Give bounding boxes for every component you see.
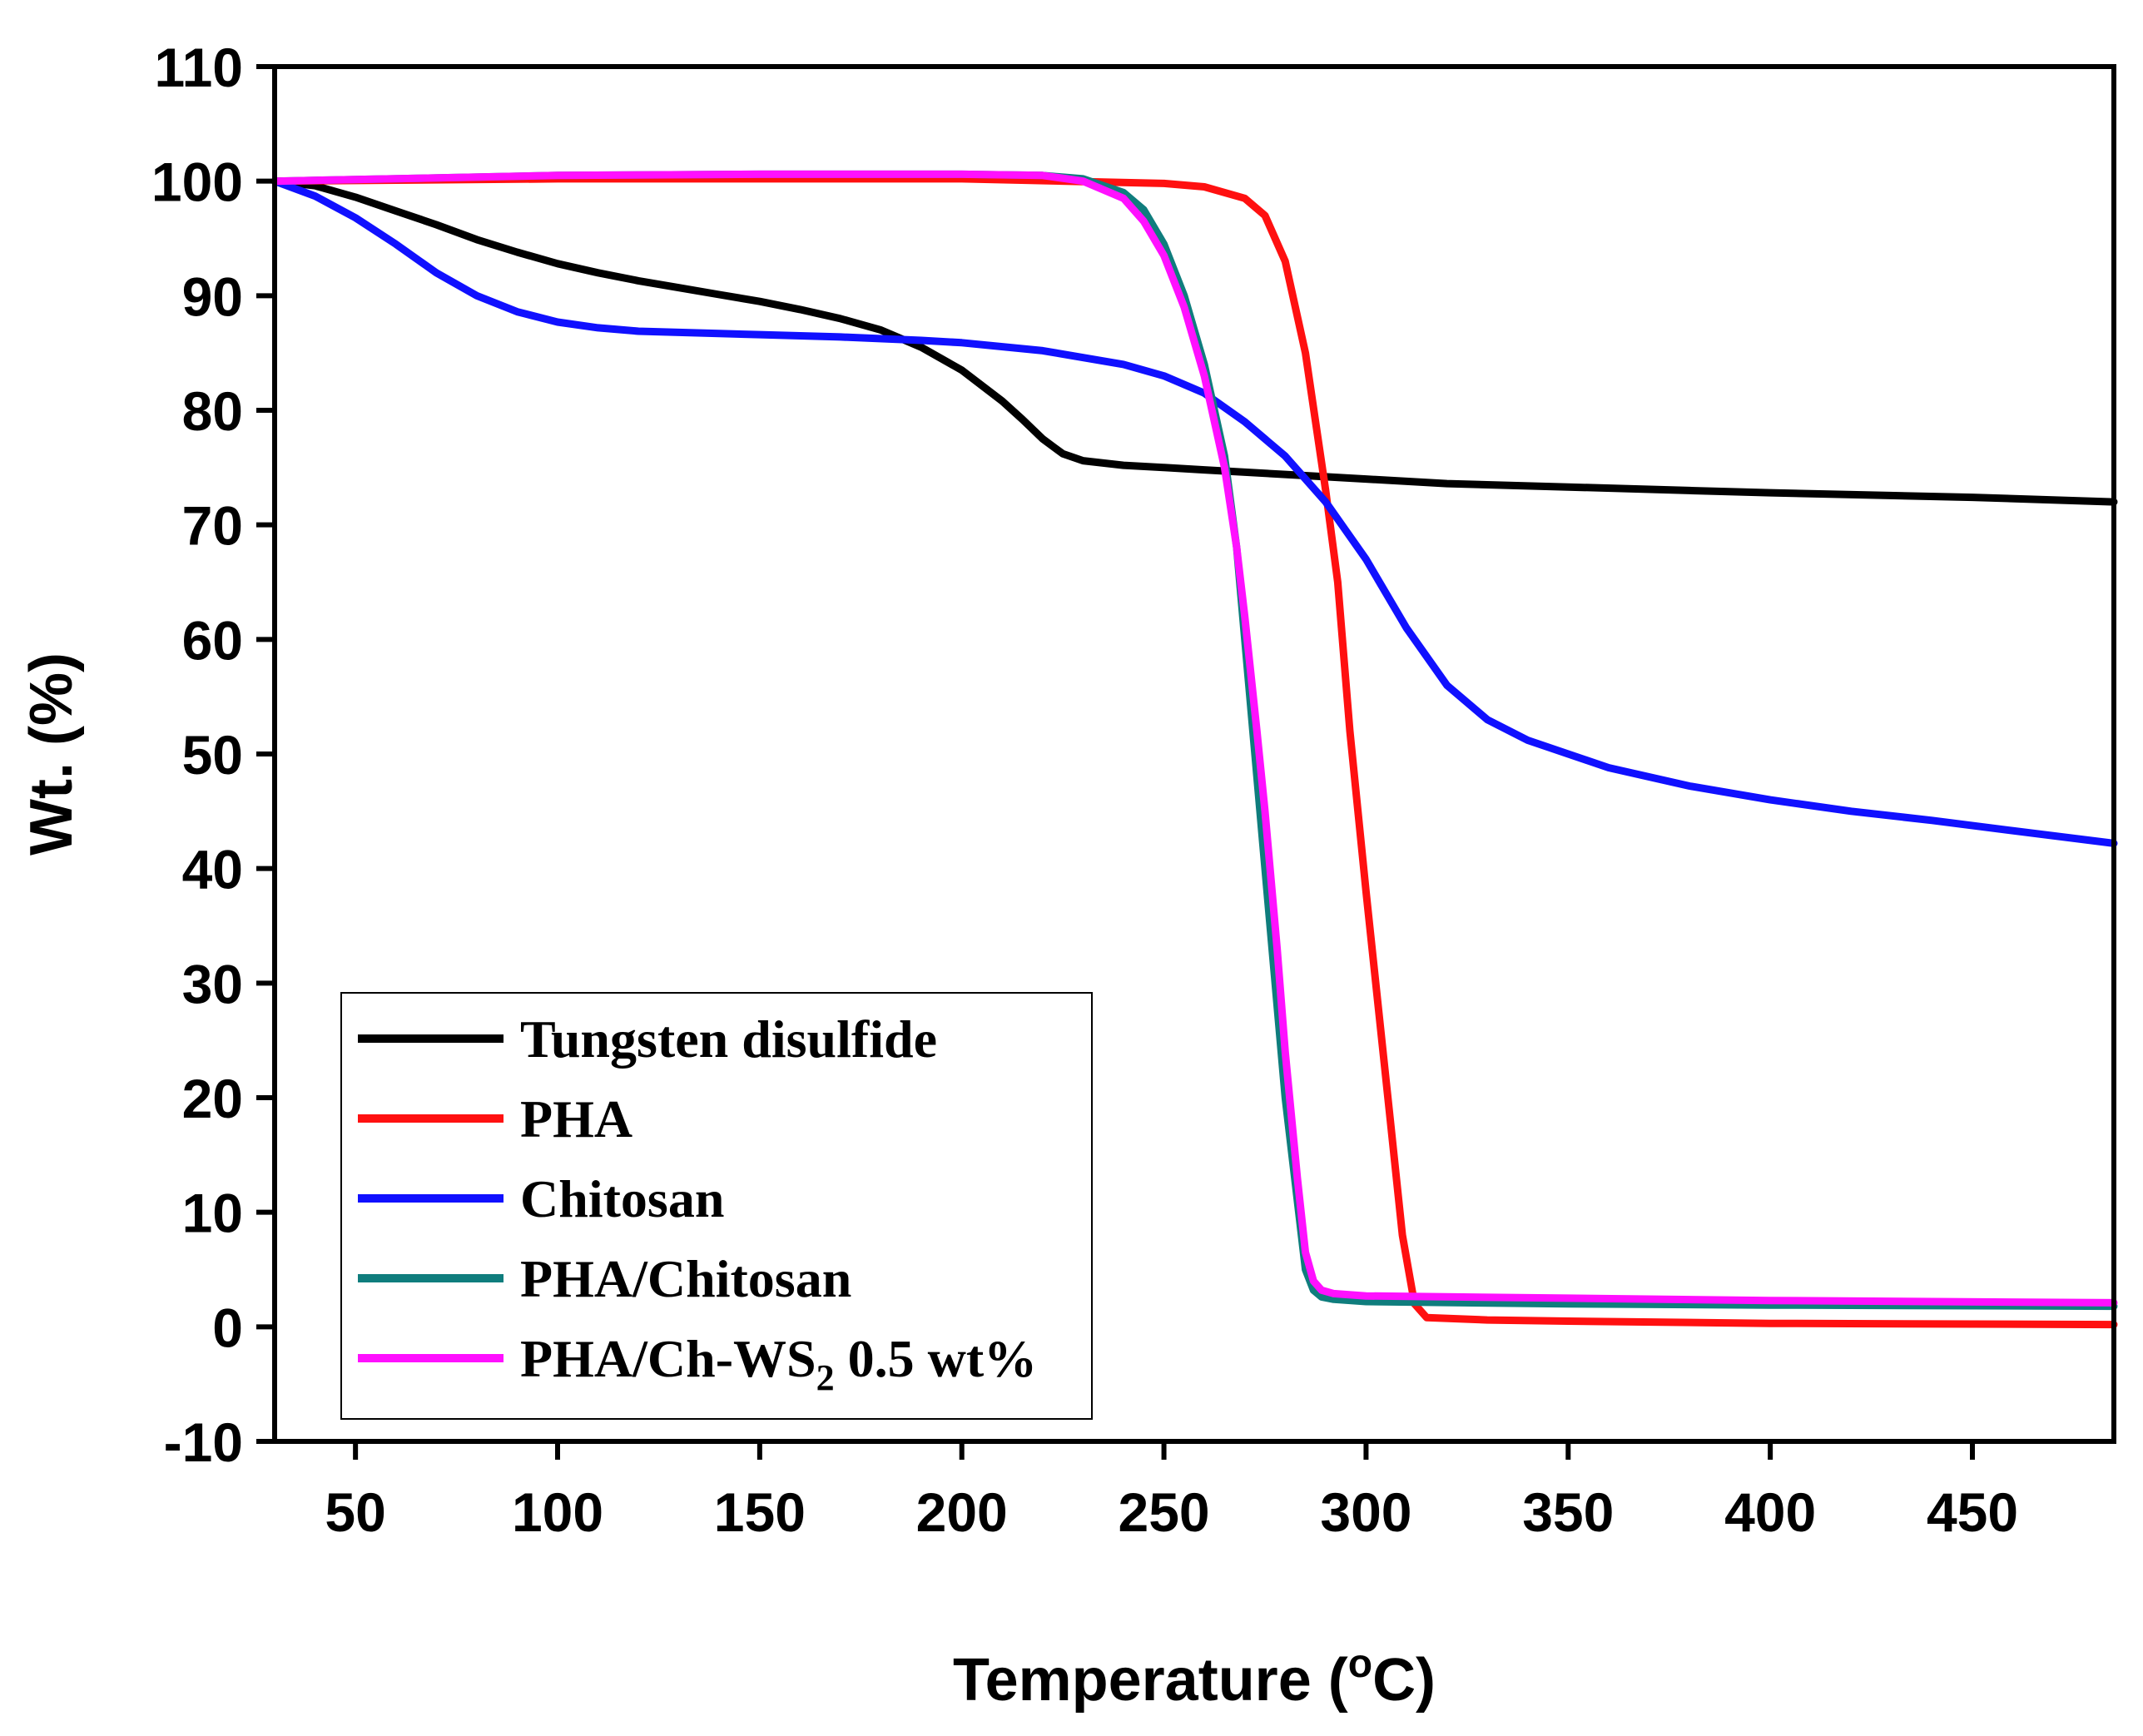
x-axis-title-end: C)	[1372, 1647, 1436, 1714]
y-tick-label: 10	[182, 1183, 243, 1244]
legend-label-tungsten: Tungsten disulfide	[520, 1009, 937, 1069]
x-tick-label: 350	[1522, 1481, 1614, 1543]
x-tick-label: 100	[512, 1481, 603, 1543]
legend-box	[340, 992, 1093, 1420]
legend-label-pha-ch-ws2: PHA/Ch-WS2 0.5 wt%	[520, 1329, 1037, 1398]
legend: Tungsten disulfide PHA Chitosan PHA/Chit…	[340, 992, 1093, 1420]
x-tick-label: 250	[1119, 1481, 1210, 1543]
y-tick-label: 70	[182, 495, 243, 557]
y-axis-title: Wt. (%)	[18, 652, 85, 856]
x-tick-label: 200	[916, 1481, 1008, 1543]
series-line-1	[270, 175, 2118, 1329]
x-tick-label: 300	[1320, 1481, 1411, 1543]
y-tick-label: 50	[182, 724, 243, 786]
y-tick-label: 0	[212, 1297, 243, 1358]
legend-label-pha-ch-ws2-main: PHA/Ch-WS	[520, 1329, 816, 1388]
y-tick-label: 20	[182, 1068, 243, 1129]
legend-label-chitosan: Chitosan	[520, 1169, 724, 1228]
x-axis-title: Temperature (oC)	[953, 1642, 1436, 1714]
series-line-0	[270, 177, 2118, 506]
x-tick-label: 50	[325, 1481, 385, 1543]
x-tick-label: 150	[714, 1481, 806, 1543]
x-tick-label: 450	[1927, 1481, 2018, 1543]
y-tick-label: 30	[182, 953, 243, 1014]
y-tick-label: 40	[182, 839, 243, 900]
x-tick-label: 400	[1724, 1481, 1816, 1543]
series-line-4	[270, 170, 2118, 1307]
series-line-2	[270, 177, 2118, 847]
series-layer	[270, 170, 2118, 1329]
legend-label-pha-ch-ws2-end: 0.5 wt%	[835, 1329, 1038, 1388]
y-tick-label: 80	[182, 380, 243, 442]
legend-label-pha: PHA	[520, 1089, 632, 1148]
x-axis-title-main: Temperature (	[953, 1647, 1348, 1714]
legend-label-pha-chitosan: PHA/Chitosan	[520, 1249, 851, 1308]
y-tick-label: 100	[151, 151, 243, 213]
legend-label-pha-ch-ws2-sub: 2	[816, 1357, 835, 1398]
ticks-layer: 50 100 150 200 250 300 350 400 450 -10 0 10 20 30 40 50…	[151, 37, 2018, 1543]
y-tick-label: 60	[182, 609, 243, 671]
y-tick-label: -10	[164, 1411, 243, 1473]
y-tick-label: 110	[155, 37, 243, 98]
y-tick-label: 90	[182, 265, 243, 327]
x-axis-title-sup: o	[1348, 1642, 1372, 1686]
